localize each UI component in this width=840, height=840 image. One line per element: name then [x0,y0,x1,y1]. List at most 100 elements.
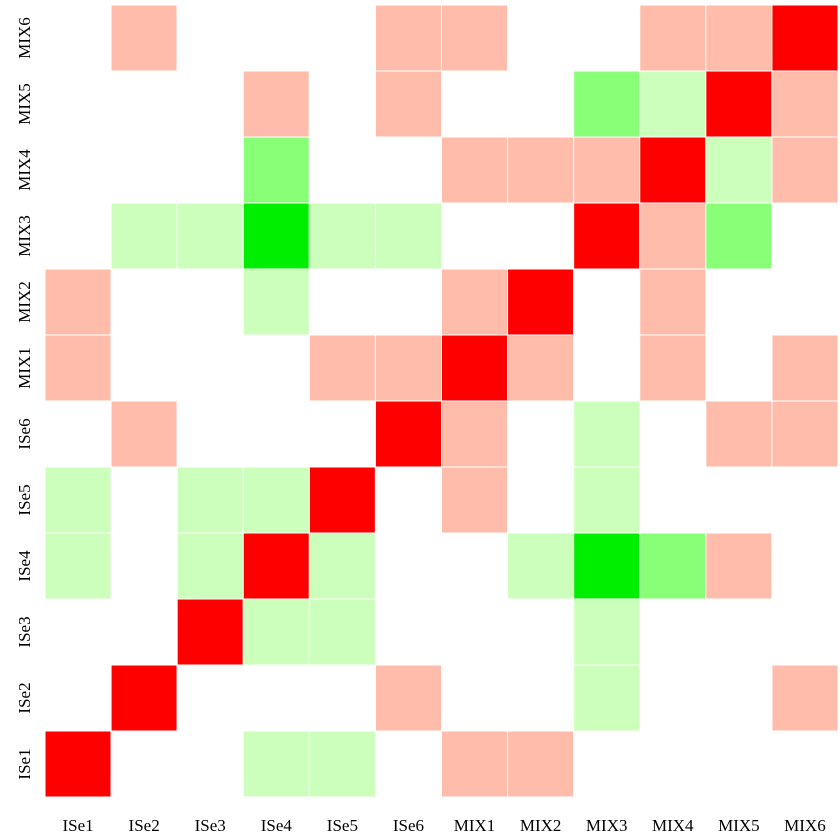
heatmap-cell-ISe5-ISe6 [374,466,443,534]
heatmap-cell-ISe3-MIX3 [573,598,641,666]
heatmap-cell-MIX2-ISe3 [176,268,244,336]
x-tick-label: ISe2 [129,816,160,835]
heatmap-cell-ISe6-MIX6 [771,400,839,468]
heatmap-cell-MIX3-ISe3 [176,202,244,270]
heatmap-cell-ISe3-ISe4 [242,598,310,666]
heatmap-cell-MIX2-ISe6 [374,268,443,336]
heatmap-cell-MIX6-ISe1 [44,4,112,72]
heatmap-cell-ISe3-ISe1 [44,598,112,666]
heatmap-cell-ISe3-ISe6 [374,598,443,666]
x-tick-label: MIX3 [586,816,628,835]
heatmap-cell-MIX5-ISe3 [176,70,244,138]
x-tick-label: MIX2 [520,816,562,835]
y-tick-label: MIX6 [15,17,34,59]
heatmap-cell-MIX1-MIX3 [573,334,641,402]
heatmap-cell-ISe2-MIX4 [639,664,707,732]
heatmap-cell-MIX1-ISe6 [374,334,443,402]
x-tick-label: MIX4 [652,816,694,835]
heatmap-cell-MIX4-MIX5 [705,136,773,204]
heatmap-cell-ISe6-ISe4 [242,400,310,468]
heatmap-cell-ISe4-ISe2 [110,532,178,600]
heatmap-cell-MIX1-MIX4 [639,334,707,402]
heatmap-cell-ISe5-MIX6 [771,466,839,534]
x-tick-label: ISe3 [195,816,226,835]
heatmap-cell-MIX4-ISe6 [374,136,443,204]
heatmap-cell-MIX5-MIX3 [573,70,641,138]
heatmap-cell-MIX5-MIX6 [771,70,839,138]
heatmap-cell-MIX3-ISe2 [110,202,178,270]
heatmap-cell-MIX2-MIX3 [573,268,641,336]
heatmap-cell-ISe6-ISe3 [176,400,244,468]
heatmap-cell-MIX1-MIX6 [771,334,839,402]
heatmap-cell-MIX6-ISe2 [110,4,178,72]
heatmap-cell-MIX6-ISe5 [308,4,376,72]
heatmap-cell-ISe1-MIX6 [771,730,839,798]
heatmap-cell-ISe2-ISe2 [110,664,178,732]
heatmap-cell-MIX6-MIX2 [507,4,575,72]
heatmap-cell-MIX6-MIX5 [705,4,773,72]
heatmap-cell-MIX6-MIX6 [771,4,839,72]
x-tick-label: MIX5 [718,816,760,835]
heatmap-cell-MIX2-ISe5 [308,268,376,336]
heatmap-cell-ISe4-MIX6 [771,532,839,600]
heatmap-cell-MIX2-ISe1 [44,268,112,336]
heatmap-cell-ISe3-MIX2 [507,598,575,666]
heatmap-cell-ISe5-MIX1 [441,466,509,534]
heatmap-cell-ISe4-ISe4 [242,532,310,600]
heatmap-cell-ISe3-MIX6 [771,598,839,666]
heatmap-cell-ISe3-MIX5 [705,598,773,666]
y-tick-label: ISe3 [15,616,34,647]
x-tick-label: ISe5 [327,816,358,835]
heatmap-cell-MIX5-MIX4 [639,70,707,138]
heatmap-cell-ISe1-ISe3 [176,730,244,798]
heatmap-cell-MIX2-MIX4 [639,268,707,336]
heatmap-cell-MIX2-MIX6 [771,268,839,336]
heatmap-cell-MIX3-ISe4 [242,202,310,270]
heatmap-cell-ISe6-ISe5 [308,400,376,468]
heatmap-cell-MIX6-MIX4 [639,4,707,72]
heatmap-cell-MIX5-ISe5 [308,70,376,138]
y-tick-label: ISe1 [15,748,34,779]
heatmap-cell-MIX4-ISe3 [176,136,244,204]
y-tick-label: ISe2 [15,682,34,713]
heatmap-cell-MIX1-MIX1 [441,334,509,402]
heatmap-cell-ISe5-MIX5 [705,466,773,534]
heatmap-cell-MIX1-ISe1 [44,334,112,402]
heatmap-cell-MIX4-MIX2 [507,136,575,204]
heatmap-cell-ISe2-MIX6 [771,664,839,732]
x-tick-label: MIX6 [784,816,826,835]
y-tick-label: ISe5 [15,484,34,515]
heatmap-cell-ISe1-MIX2 [507,730,575,798]
heatmap-cell-MIX2-MIX1 [441,268,509,336]
y-tick-label: ISe6 [15,418,34,449]
heatmap-cell-ISe5-ISe1 [44,466,112,534]
heatmap-cell-ISe6-ISe2 [110,400,178,468]
heatmap-cell-ISe5-MIX4 [639,466,707,534]
y-tick-label: MIX5 [15,83,34,125]
heatmap-cell-ISe4-ISe6 [374,532,443,600]
heatmap-cell-MIX5-ISe1 [44,70,112,138]
heatmap-cell-ISe2-ISe3 [176,664,244,732]
heatmap-cell-MIX3-ISe5 [308,202,376,270]
heatmap-cell-MIX5-MIX2 [507,70,575,138]
heatmap-cell-ISe6-MIX4 [639,400,707,468]
heatmap-cell-ISe1-ISe1 [44,730,112,798]
heatmap-cell-ISe1-MIX4 [639,730,707,798]
heatmap-cell-ISe5-MIX3 [573,466,641,534]
heatmap-cell-MIX1-ISe2 [110,334,178,402]
heatmap-cell-MIX3-MIX6 [771,202,839,270]
heatmap-cell-MIX2-MIX2 [507,268,575,336]
x-tick-label: ISe6 [393,816,424,835]
heatmap-cell-ISe2-MIX1 [441,664,509,732]
heatmap-cell-ISe1-MIX1 [441,730,509,798]
heatmap-cell-ISe5-ISe2 [110,466,178,534]
heatmap-cell-MIX1-MIX2 [507,334,575,402]
heatmap-cell-MIX6-MIX3 [573,4,641,72]
y-tick-label: MIX1 [15,347,34,389]
heatmap-cell-MIX2-MIX5 [705,268,773,336]
heatmap-cell-MIX4-MIX3 [573,136,641,204]
x-tick-labels: ISe1 ISe2 ISe3 ISe4 ISe5 ISe6 MIX1 MIX2 MIX3 MIX4… [62,816,825,835]
heatmap-cell-MIX1-ISe5 [308,334,376,402]
heatmap-cell-ISe1-ISe4 [242,730,310,798]
heatmap-cell-ISe4-MIX1 [441,532,509,600]
